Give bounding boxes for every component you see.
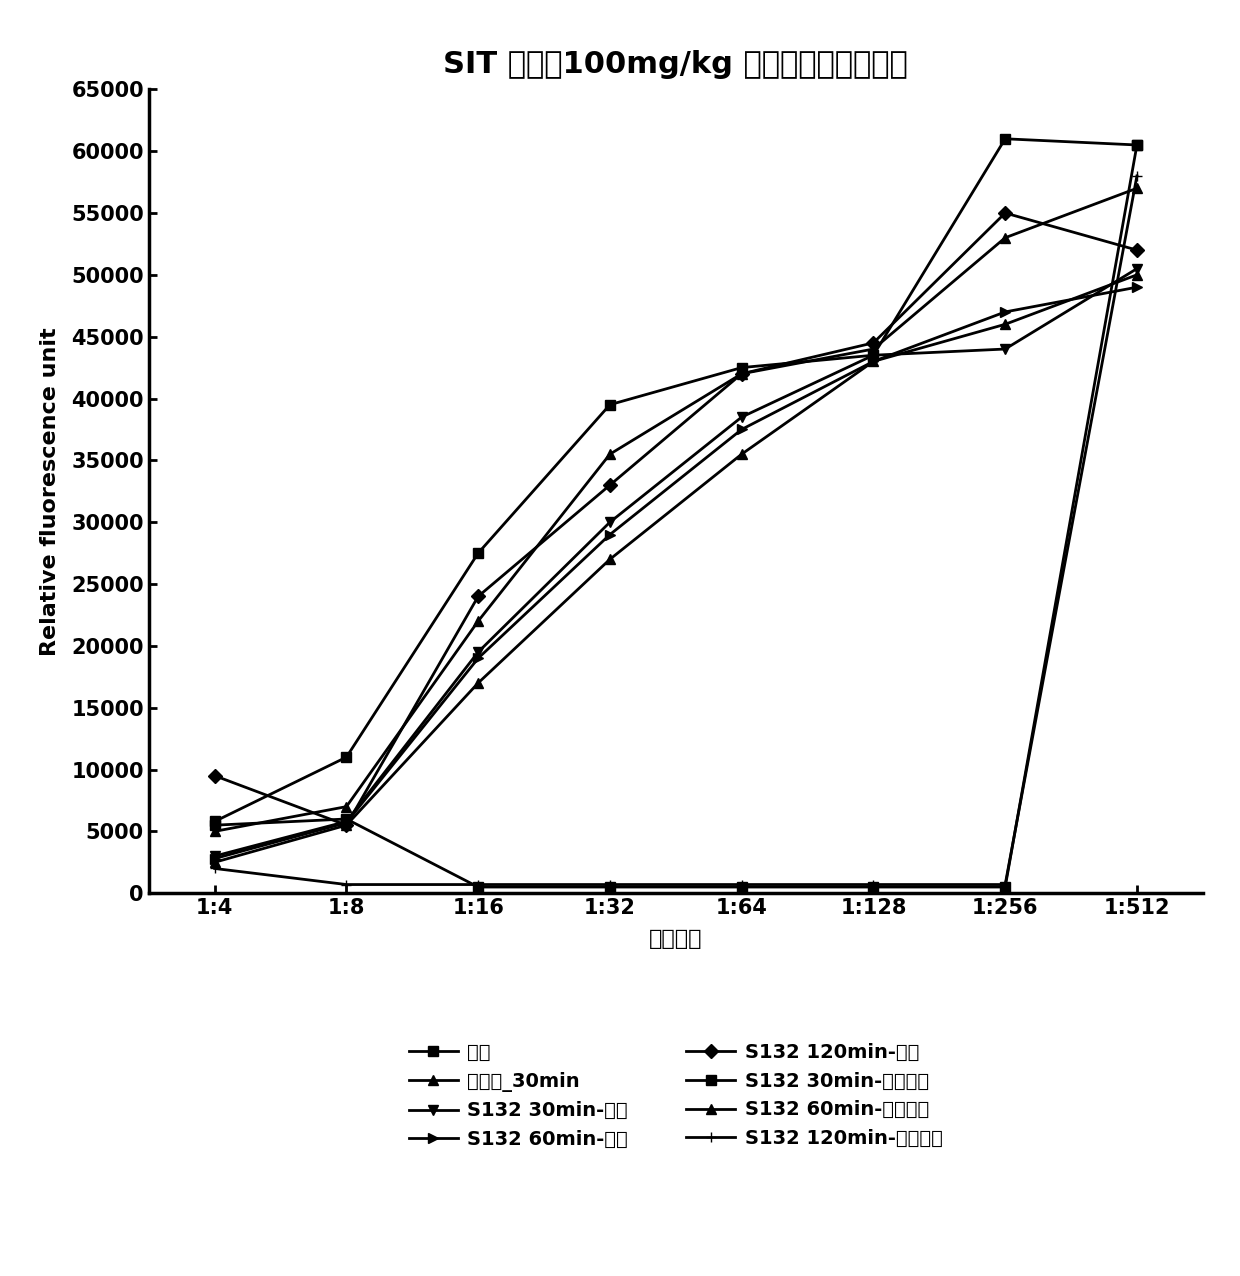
空白 [603, 879, 618, 894]
S132 120min-腹腔注射 [603, 877, 618, 892]
S132 60min-腹腔注射 [734, 366, 749, 382]
S132 60min-腹腔注射 [998, 230, 1013, 245]
S132 60min-腹腔注射 [207, 824, 222, 840]
Line: S132 30min-腹腔注射: S132 30min-腹腔注射 [210, 134, 1142, 827]
S132 60min-腹腔注射 [471, 614, 486, 629]
S132 60min-腹腔注射 [339, 799, 353, 814]
S132 30min-腹腔注射 [1130, 138, 1145, 153]
异烟肼_30min [734, 447, 749, 462]
S132 60min-口服 [866, 353, 880, 369]
空白 [866, 879, 880, 894]
异烟肼_30min [998, 316, 1013, 332]
空白 [207, 818, 222, 833]
S132 60min-腹腔注射 [866, 342, 880, 357]
S132 120min-口服 [1130, 242, 1145, 258]
S132 120min-口服 [866, 336, 880, 351]
Line: 异烟肼_30min: 异烟肼_30min [210, 271, 1142, 868]
S132 120min-口服 [207, 768, 222, 783]
Line: S132 60min-口服: S132 60min-口服 [210, 282, 1142, 864]
S132 120min-腹腔注射 [339, 877, 353, 892]
S132 60min-口服 [207, 851, 222, 866]
S132 30min-腹腔注射 [207, 814, 222, 829]
异烟肼_30min [207, 855, 222, 870]
异烟肼_30min [1130, 267, 1145, 282]
异烟肼_30min [339, 818, 353, 833]
S132 30min-口服 [866, 347, 880, 362]
空白 [339, 812, 353, 827]
S132 120min-腹腔注射 [866, 877, 880, 892]
Line: S132 120min-口服: S132 120min-口服 [210, 208, 1142, 831]
S132 30min-口服 [207, 849, 222, 864]
S132 30min-口服 [471, 644, 486, 660]
S132 60min-口服 [734, 422, 749, 438]
S132 60min-口服 [1130, 279, 1145, 295]
S132 120min-口服 [603, 477, 618, 493]
空白 [471, 879, 486, 894]
S132 30min-口服 [603, 514, 618, 530]
S132 30min-口服 [998, 342, 1013, 357]
S132 120min-口服 [471, 588, 486, 604]
S132 60min-口服 [339, 815, 353, 831]
Legend: 空白, 异烟肼_30min, S132 30min-口服, S132 60min-口服, S132 120min-口服, S132 30min-腹腔注射, S1: 空白, 异烟肼_30min, S132 30min-口服, S132 60min… [389, 1023, 962, 1169]
Y-axis label: Relative fluorescence unit: Relative fluorescence unit [40, 327, 60, 656]
S132 120min-腹腔注射 [998, 877, 1013, 892]
S132 120min-口服 [998, 205, 1013, 221]
Line: S132 30min-口服: S132 30min-口服 [210, 264, 1142, 861]
空白 [734, 879, 749, 894]
S132 60min-口服 [998, 304, 1013, 319]
异烟肼_30min [866, 353, 880, 369]
S132 120min-腹腔注射 [471, 877, 486, 892]
S132 120min-腹腔注射 [1130, 168, 1145, 184]
X-axis label: 血清梯度: 血清梯度 [649, 929, 703, 949]
Line: S132 120min-腹腔注射: S132 120min-腹腔注射 [210, 171, 1142, 889]
S132 30min-口服 [339, 814, 353, 829]
S132 60min-口服 [603, 527, 618, 542]
S132 30min-腹腔注射 [339, 749, 353, 764]
S132 120min-腹腔注射 [207, 861, 222, 877]
Title: SIT 剂量：100mg/kg 口服或腹腔注射给药: SIT 剂量：100mg/kg 口服或腹腔注射给药 [444, 50, 908, 79]
S132 60min-口服 [471, 651, 486, 666]
S132 30min-口服 [734, 410, 749, 425]
异烟肼_30min [471, 675, 486, 690]
S132 30min-腹腔注射 [866, 347, 880, 362]
S132 30min-口服 [1130, 262, 1145, 277]
S132 30min-腹腔注射 [603, 397, 618, 412]
异烟肼_30min [603, 551, 618, 567]
S132 120min-口服 [734, 366, 749, 382]
空白 [1130, 138, 1145, 153]
S132 30min-腹腔注射 [734, 360, 749, 375]
S132 30min-腹腔注射 [998, 131, 1013, 147]
S132 30min-腹腔注射 [471, 545, 486, 560]
Line: 空白: 空白 [210, 140, 1142, 892]
Line: S132 60min-腹腔注射: S132 60min-腹腔注射 [210, 184, 1142, 836]
S132 60min-腹腔注射 [1130, 181, 1145, 197]
S132 60min-腹腔注射 [603, 447, 618, 462]
S132 120min-口服 [339, 818, 353, 833]
空白 [998, 879, 1013, 894]
S132 120min-腹腔注射 [734, 877, 749, 892]
